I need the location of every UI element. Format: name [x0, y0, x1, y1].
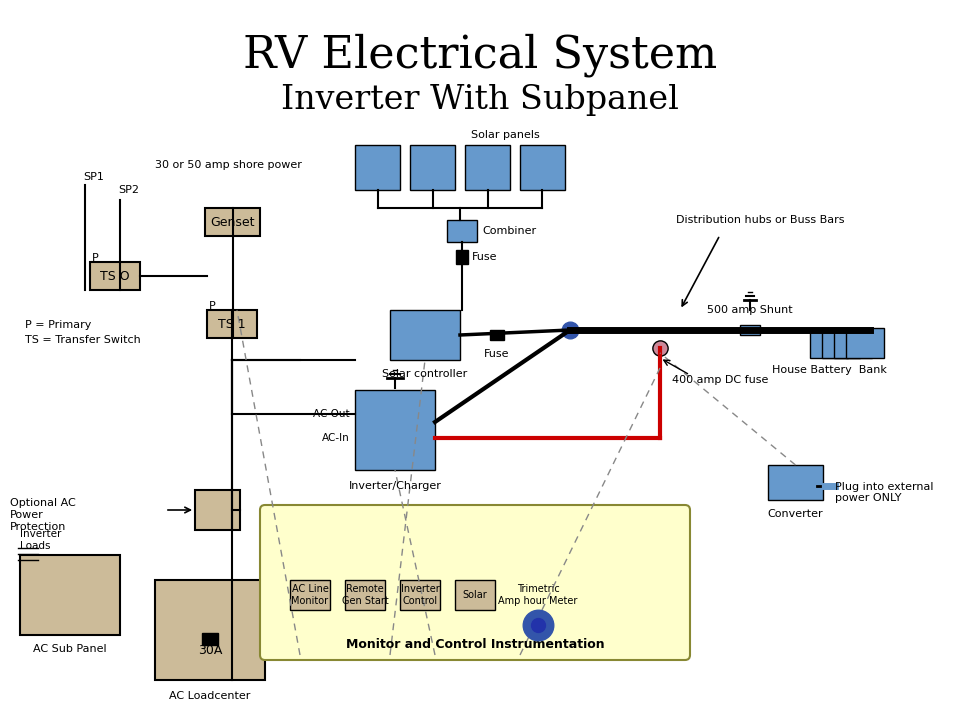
- Text: Inverter
Control: Inverter Control: [400, 584, 440, 606]
- Text: Combiner: Combiner: [482, 226, 536, 236]
- FancyBboxPatch shape: [345, 580, 385, 610]
- Text: Inverter With Subpanel: Inverter With Subpanel: [281, 84, 679, 116]
- Text: TS = Transfer Switch: TS = Transfer Switch: [25, 335, 141, 345]
- FancyBboxPatch shape: [520, 145, 565, 190]
- Text: Inverter
Loads: Inverter Loads: [20, 529, 61, 551]
- FancyBboxPatch shape: [155, 580, 265, 680]
- Text: Inverter/Charger: Inverter/Charger: [348, 481, 442, 491]
- Text: P = Primary: P = Primary: [25, 320, 91, 330]
- FancyBboxPatch shape: [90, 262, 140, 290]
- FancyBboxPatch shape: [355, 145, 400, 190]
- FancyBboxPatch shape: [195, 490, 240, 530]
- FancyBboxPatch shape: [207, 310, 257, 338]
- FancyBboxPatch shape: [465, 145, 510, 190]
- FancyBboxPatch shape: [834, 328, 872, 358]
- FancyBboxPatch shape: [456, 250, 468, 264]
- FancyBboxPatch shape: [400, 580, 440, 610]
- Text: 400 amp DC fuse: 400 amp DC fuse: [672, 375, 768, 385]
- Text: Plug into external
power ONLY: Plug into external power ONLY: [835, 482, 933, 503]
- Text: SP2: SP2: [118, 185, 139, 195]
- Text: Optional AC
Power
Protection: Optional AC Power Protection: [10, 498, 76, 531]
- Text: AC Out: AC Out: [313, 409, 350, 419]
- Text: Genset: Genset: [210, 215, 254, 228]
- FancyBboxPatch shape: [447, 220, 477, 242]
- Text: AC­In: AC­In: [323, 433, 350, 443]
- Text: Solar controller: Solar controller: [382, 369, 468, 379]
- FancyBboxPatch shape: [20, 555, 120, 635]
- FancyBboxPatch shape: [490, 330, 504, 340]
- FancyBboxPatch shape: [410, 145, 455, 190]
- Text: P: P: [92, 253, 99, 263]
- FancyBboxPatch shape: [290, 580, 330, 610]
- Text: 30 or 50 amp shore power: 30 or 50 amp shore power: [155, 160, 301, 170]
- Text: Distribution hubs or Buss Bars: Distribution hubs or Buss Bars: [676, 215, 844, 225]
- Text: 500 amp Shunt: 500 amp Shunt: [708, 305, 793, 315]
- Text: Solar panels: Solar panels: [470, 130, 540, 140]
- FancyBboxPatch shape: [810, 328, 848, 358]
- FancyBboxPatch shape: [205, 208, 260, 236]
- Text: Remote
Gen Start: Remote Gen Start: [342, 584, 389, 606]
- Text: Solar: Solar: [463, 590, 488, 600]
- Text: AC Loadcenter: AC Loadcenter: [169, 691, 251, 701]
- FancyBboxPatch shape: [846, 328, 884, 358]
- Text: 30A: 30A: [198, 644, 222, 657]
- FancyBboxPatch shape: [390, 310, 460, 360]
- FancyBboxPatch shape: [768, 465, 823, 500]
- FancyBboxPatch shape: [355, 390, 435, 470]
- Text: P: P: [209, 301, 216, 311]
- Text: Fuse: Fuse: [484, 349, 510, 359]
- Text: AC Sub Panel: AC Sub Panel: [34, 644, 107, 654]
- Text: AC Line
Monitor: AC Line Monitor: [292, 584, 328, 606]
- FancyBboxPatch shape: [455, 580, 495, 610]
- Text: TS 1: TS 1: [218, 318, 246, 330]
- Text: TS O: TS O: [100, 269, 130, 282]
- FancyBboxPatch shape: [740, 325, 760, 335]
- Text: Monitor and Control Instrumentation: Monitor and Control Instrumentation: [346, 639, 604, 652]
- FancyBboxPatch shape: [202, 633, 218, 645]
- Text: RV Electrical System: RV Electrical System: [243, 33, 717, 77]
- FancyBboxPatch shape: [822, 328, 860, 358]
- Text: Fuse: Fuse: [472, 252, 497, 262]
- Text: SP1: SP1: [83, 172, 104, 182]
- Text: House Battery  Bank: House Battery Bank: [772, 365, 886, 375]
- FancyBboxPatch shape: [260, 505, 690, 660]
- Text: Converter: Converter: [768, 509, 824, 519]
- Text: Trimetric
Amp hour Meter: Trimetric Amp hour Meter: [498, 584, 578, 606]
